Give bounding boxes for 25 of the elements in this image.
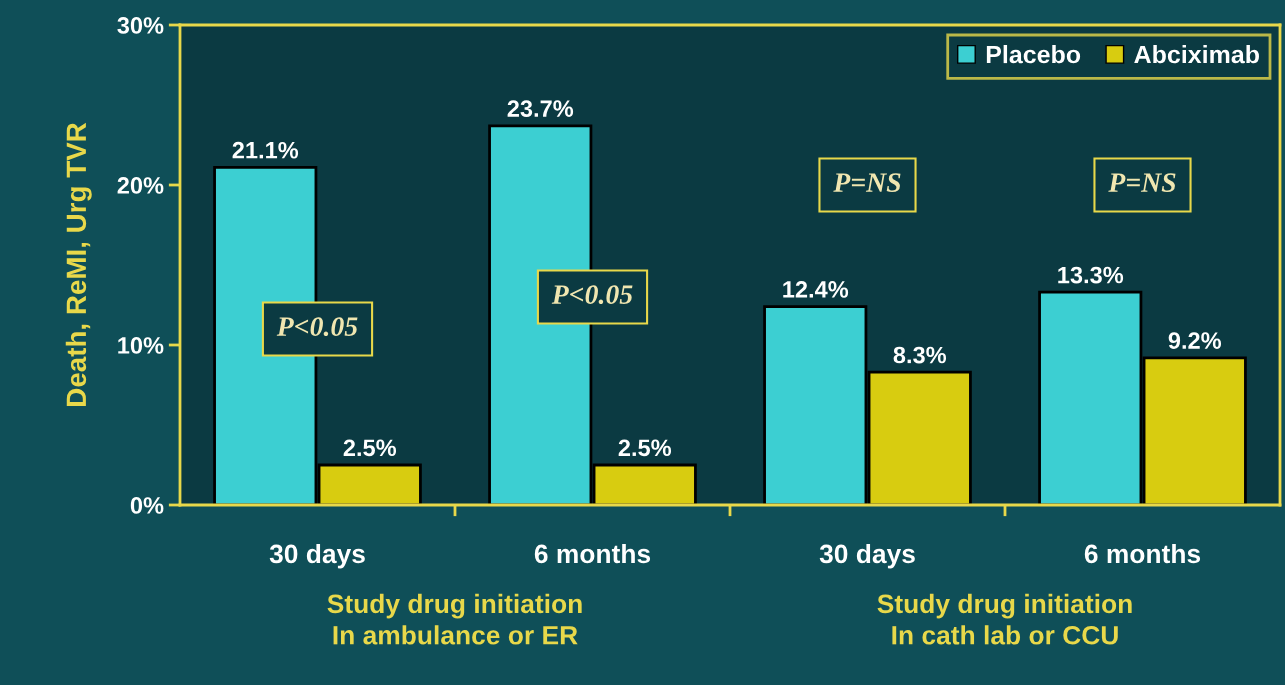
text: Study drug initiation In ambulance or ER	[327, 593, 582, 645]
data-label: 9.2%	[1168, 332, 1222, 349]
data-label: 21.1%	[232, 141, 299, 159]
data-label: 2.5%	[343, 439, 397, 457]
y-axis-title: Death, ReMI, Urg TVR	[65, 122, 92, 406]
x-tick-label: 6 months	[1084, 543, 1201, 564]
data-label: 12.4%	[783, 281, 849, 298]
y-tick-label: 20%	[117, 177, 164, 194]
x-tick-label: 30 days	[269, 543, 365, 569]
y-tick-label: 30%	[117, 17, 164, 34]
data-label: 23.7%	[507, 100, 574, 117]
y-tick-label: 0%	[130, 497, 164, 514]
y-tick-label: 10%	[118, 337, 164, 354]
annotation: P<0.05	[276, 317, 358, 337]
annotation: P=NS	[833, 173, 901, 192]
data-label: 2.5%	[618, 439, 672, 457]
annotation: P<0.05	[551, 285, 633, 305]
legend-label: Placebo	[986, 45, 1081, 64]
annotation: P=NS	[1108, 173, 1176, 192]
text: Study drug initiation In cath lab or CCU	[877, 593, 1132, 645]
x-tick-label: 30 days	[819, 543, 915, 569]
data-label: 8.3%	[893, 346, 947, 364]
data-label: 13.3%	[1058, 266, 1124, 284]
legend-label: Abciximab	[1134, 45, 1259, 64]
x-tick-label: 6 months	[534, 543, 651, 564]
